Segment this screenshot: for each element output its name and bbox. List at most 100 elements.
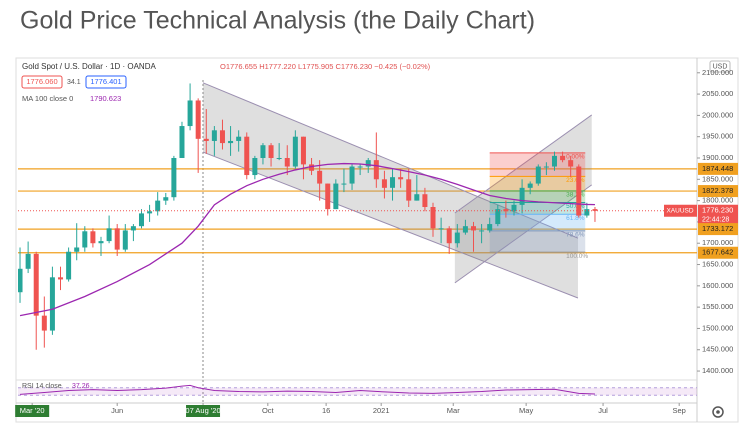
- rsi-line: [19, 384, 595, 395]
- candle-body: [163, 197, 169, 201]
- candle-body: [414, 194, 420, 201]
- y-tick-label: 2050.000: [702, 89, 733, 98]
- candle-body: [430, 207, 436, 229]
- level-tag-label: 1874.448: [702, 164, 733, 173]
- candle-body: [122, 230, 128, 250]
- candle-body: [147, 211, 153, 214]
- y-tick-label: 1600.000: [702, 281, 733, 290]
- fib-label: 78.6%: [566, 232, 585, 239]
- channel-line: [454, 184, 593, 284]
- level-tag: [698, 246, 738, 259]
- price-tag: [698, 204, 738, 225]
- candle-body: [317, 170, 323, 184]
- candle-body: [511, 204, 517, 212]
- candle-body: [300, 136, 306, 165]
- candle-body: [187, 100, 193, 127]
- bid-label: 1776.060: [26, 77, 57, 86]
- candle-body: [576, 166, 582, 216]
- candle-body: [33, 253, 39, 316]
- x-tick-label: May: [519, 406, 533, 415]
- candle-body: [551, 155, 557, 167]
- candle-body: [422, 194, 428, 208]
- candle-body: [284, 158, 290, 167]
- candle-body: [446, 228, 452, 244]
- y-tick-label: 1900.000: [702, 153, 733, 162]
- x-tick-label: Mar: [447, 406, 460, 415]
- candle-body: [462, 226, 468, 233]
- candle-body: [349, 166, 355, 184]
- y-tick-label: 1850.000: [702, 174, 733, 183]
- candle-body: [503, 209, 509, 212]
- candle-body: [487, 224, 493, 231]
- symbol-label: Gold Spot / U.S. Dollar · 1D · OANDA: [22, 62, 156, 71]
- x-tick-label: Mar '20: [20, 406, 45, 415]
- fib-zone: [489, 190, 586, 203]
- x-tick-label: Jun: [111, 406, 123, 415]
- x-tick-highlight: [186, 405, 221, 417]
- candle-body: [138, 213, 144, 227]
- x-tick-label: Sep: [673, 406, 686, 415]
- channel-area: [203, 82, 578, 298]
- y-tick-label: 1800.000: [702, 196, 733, 205]
- candle-body: [195, 100, 201, 139]
- candle-body: [584, 209, 590, 216]
- candle-body: [114, 228, 120, 250]
- candle-body: [106, 228, 112, 242]
- level-tag: [698, 223, 738, 236]
- candle-body: [130, 226, 136, 231]
- candle-body: [406, 179, 412, 201]
- candle-body: [471, 226, 477, 231]
- y-tick-label: 1500.000: [702, 323, 733, 332]
- candle-body: [203, 138, 209, 141]
- countdown-label: 22:44:28: [702, 217, 729, 224]
- level-tag: [698, 162, 738, 175]
- candle-body: [398, 177, 404, 180]
- fib-label: 0.00%: [566, 154, 585, 161]
- ma-legend: MA 100 close 0: [22, 94, 73, 103]
- price-tag-label: 1776.230: [702, 206, 733, 215]
- ma-line: [19, 162, 595, 317]
- chart-title: Gold Price Technical Analysis (the Daily…: [20, 7, 535, 35]
- y-tick-label: 1400.000: [702, 366, 733, 375]
- ask-box: [85, 75, 127, 89]
- candle-body: [543, 166, 549, 168]
- y-tick-label: 1450.000: [702, 345, 733, 354]
- currency-box: [709, 60, 731, 73]
- fib-label: 38.2%: [566, 192, 585, 199]
- candle-body: [341, 183, 347, 185]
- fib-label: 100.0%: [566, 253, 588, 260]
- fib-label: 61.8%: [566, 215, 585, 222]
- fib-zone: [489, 230, 586, 253]
- candle-body: [373, 160, 379, 180]
- candle-body: [244, 136, 250, 176]
- candle-body: [41, 315, 47, 331]
- channel-line: [202, 151, 579, 299]
- candle-body: [560, 155, 566, 161]
- candle-body: [527, 183, 533, 188]
- symbol-tag: [664, 204, 697, 217]
- level-tag-label: 1822.378: [702, 186, 733, 195]
- fib-zone: [489, 214, 586, 231]
- plot-area: 0.00% 23.6% 38.2% 50.0% 61.8% 78.6% 100.0%: [18, 82, 697, 350]
- ohlc-text: O1776.655 H1777.220 L1775.905 C1776.230 …: [220, 62, 431, 71]
- fib-zone: [489, 202, 586, 215]
- fib-label: 50.0%: [566, 203, 585, 210]
- candle-body: [171, 158, 177, 198]
- candle-body: [519, 187, 525, 205]
- candle-body: [25, 253, 31, 269]
- rsi-value: 37.26: [72, 383, 90, 390]
- settings-icon[interactable]: [712, 406, 724, 418]
- candle-body: [438, 228, 444, 230]
- candle-body: [535, 166, 541, 184]
- channel-line: [202, 82, 579, 239]
- channel-line: [454, 114, 593, 214]
- candle-body: [495, 209, 501, 225]
- candle-body: [219, 130, 225, 144]
- candle-body: [179, 126, 185, 159]
- candle-body: [252, 158, 258, 176]
- y-tick-label: 2000.000: [702, 110, 733, 119]
- rsi-legend: RSI 14 close: [22, 383, 62, 390]
- currency-label: USD: [713, 63, 728, 70]
- y-tick-label: 1550.000: [702, 302, 733, 311]
